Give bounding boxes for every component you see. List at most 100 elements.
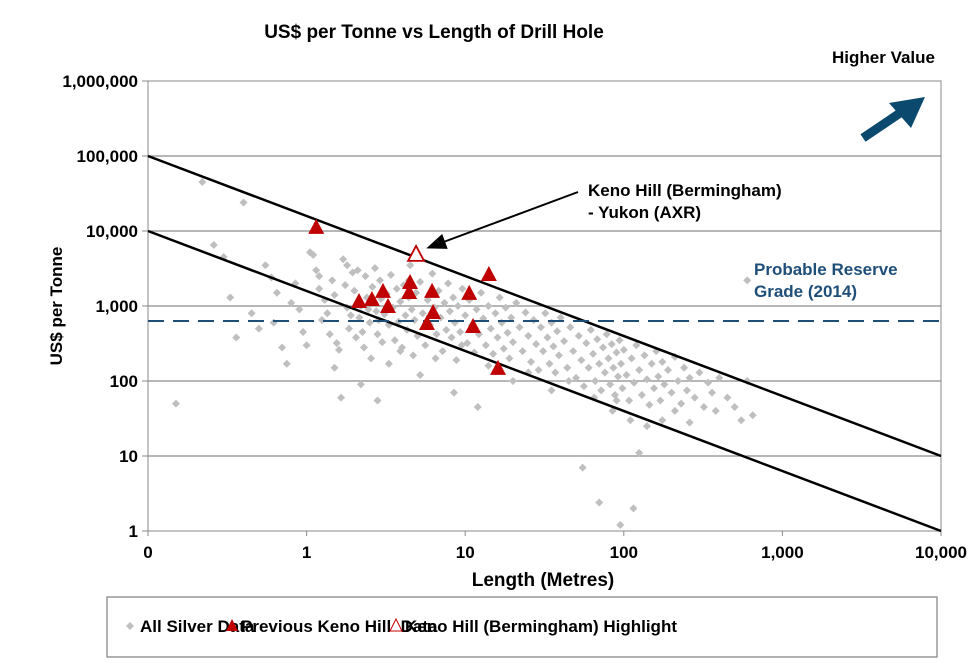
data-point-silver xyxy=(198,178,207,187)
data-point-silver xyxy=(359,343,368,352)
data-point-silver xyxy=(593,335,602,344)
data-point-silver xyxy=(373,396,382,405)
data-point-silver xyxy=(658,416,667,425)
data-point-silver xyxy=(508,338,517,347)
data-point-silver xyxy=(534,366,543,375)
data-point-silver xyxy=(378,338,387,347)
chart-title: US$ per Tonne vs Length of Drill Hole xyxy=(264,22,604,43)
data-point-silver xyxy=(438,347,447,356)
data-point-silver xyxy=(656,396,665,405)
data-point-silver xyxy=(524,331,533,340)
data-point-silver xyxy=(627,354,636,363)
data-point-silver xyxy=(442,325,451,334)
data-point-silver xyxy=(302,341,311,350)
data-point-silver xyxy=(368,282,377,291)
data-point-silver xyxy=(556,313,565,322)
data-point-keno-hill xyxy=(425,303,442,319)
y-tick-label: 1 xyxy=(129,522,138,541)
data-point-silver xyxy=(560,337,569,346)
data-point-silver xyxy=(690,393,699,402)
x-tick-label: 10,000 xyxy=(915,543,967,562)
legend-triangle-filled-icon xyxy=(226,619,238,631)
data-point-silver xyxy=(547,318,556,327)
legend-label-all-silver: All Silver Data xyxy=(140,617,255,636)
data-point-silver xyxy=(667,388,676,397)
data-point-silver xyxy=(226,293,235,302)
data-point-silver xyxy=(622,371,631,380)
data-point-silver xyxy=(612,348,621,357)
data-point-silver xyxy=(444,279,453,288)
data-point-silver xyxy=(261,261,270,270)
data-point-silver xyxy=(361,272,370,281)
data-point-silver xyxy=(658,357,667,366)
data-point-silver xyxy=(418,309,427,318)
data-point-silver xyxy=(670,406,679,415)
data-point-silver xyxy=(602,330,611,339)
data-point-silver xyxy=(629,504,638,513)
data-point-silver xyxy=(564,377,573,385)
data-point-silver xyxy=(341,281,350,290)
data-point-silver xyxy=(287,298,296,307)
data-point-silver xyxy=(372,307,381,316)
y-axis-ticks: 1 10 100 1,000 10,000 100,000 1,000,000 xyxy=(62,72,148,541)
data-point-silver xyxy=(491,309,500,318)
data-point-silver xyxy=(512,298,521,307)
data-point-silver xyxy=(473,403,482,412)
data-point-silver xyxy=(493,333,502,342)
data-point-silver xyxy=(501,303,510,312)
data-point-silver xyxy=(406,261,415,270)
data-point-silver xyxy=(315,284,324,293)
data-point-silver xyxy=(171,399,180,408)
data-point-silver xyxy=(677,399,686,408)
y-tick-label: 1,000 xyxy=(95,297,138,316)
data-point-silver xyxy=(503,328,512,337)
data-point-silver xyxy=(317,316,326,325)
data-point-silver xyxy=(373,330,382,339)
data-point-silver xyxy=(508,377,517,385)
data-point-silver xyxy=(708,388,717,397)
data-point-silver xyxy=(334,345,343,354)
data-point-silver xyxy=(486,324,495,333)
data-point-silver xyxy=(685,418,694,427)
data-point-silver xyxy=(737,416,746,425)
callout-label-line2: - Yukon (AXR) xyxy=(588,203,701,222)
data-point-silver xyxy=(416,371,425,380)
data-point-silver xyxy=(645,400,654,409)
y-axis-label: US$ per Tonne xyxy=(47,247,66,366)
data-point-silver xyxy=(604,354,613,363)
reference-line-lower-bound xyxy=(147,229,942,533)
data-point-silver xyxy=(607,340,616,349)
data-point-silver xyxy=(453,302,462,310)
data-point-silver xyxy=(507,313,516,322)
data-point-silver xyxy=(572,373,581,382)
data-point-silver xyxy=(431,354,440,363)
reference-lines xyxy=(147,154,942,533)
data-point-silver xyxy=(647,359,656,368)
data-point-silver xyxy=(584,363,593,372)
data-point-silver xyxy=(609,363,618,372)
x-tick-label: 1,000 xyxy=(761,543,804,562)
data-point-silver xyxy=(330,363,339,372)
data-point-silver xyxy=(239,198,248,207)
data-point-silver xyxy=(346,311,355,320)
data-point-silver xyxy=(332,339,341,348)
data-point-silver xyxy=(674,377,683,385)
data-point-silver xyxy=(536,323,545,332)
y-tick-label: 10,000 xyxy=(86,222,138,241)
data-point-silver xyxy=(539,347,548,356)
data-point-silver xyxy=(282,359,291,368)
data-point-silver xyxy=(445,307,454,316)
data-point-silver xyxy=(619,345,628,354)
data-point-silver xyxy=(272,288,281,297)
data-point-silver xyxy=(312,266,321,275)
data-point-silver xyxy=(358,328,367,337)
data-point-silver xyxy=(495,293,504,302)
data-point-silver xyxy=(497,318,506,327)
data-point-silver xyxy=(615,336,624,345)
legend-triangle-open-icon xyxy=(389,617,403,632)
data-point-silver xyxy=(401,311,410,320)
data-point-silver xyxy=(410,316,419,325)
data-point-silver xyxy=(543,333,552,342)
data-point-silver xyxy=(386,270,395,279)
data-point-silver xyxy=(278,343,287,352)
